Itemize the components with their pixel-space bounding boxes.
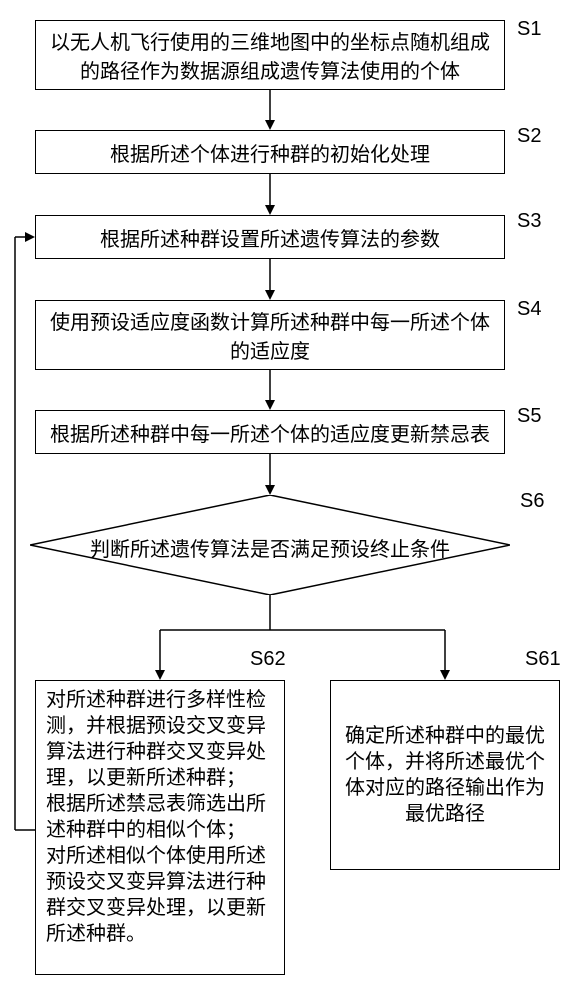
step-s5: 根据所述种群中每一所述个体的适应度更新禁忌表 <box>35 410 505 454</box>
step-s4: 使用预设适应度函数计算所述种群中每一所述个体的适应度 <box>35 300 505 370</box>
step-s3: 根据所述种群设置所述遗传算法的参数 <box>35 215 505 259</box>
label-s5: S5 <box>517 405 541 428</box>
arrow-s5-s6 <box>270 454 271 495</box>
step-s62: 对所述种群进行多样性检测，并根据预设交叉变异算法进行种群交叉变异处理，以更新所述… <box>35 680 285 975</box>
step-s3-text: 根据所述种群设置所述遗传算法的参数 <box>100 223 440 252</box>
step-s4-text: 使用预设适应度函数计算所述种群中每一所述个体的适应度 <box>46 306 494 364</box>
step-s5-text: 根据所述种群中每一所述个体的适应度更新禁忌表 <box>50 418 490 447</box>
label-s62: S62 <box>250 648 286 671</box>
step-s2: 根据所述个体进行种群的初始化处理 <box>35 130 505 174</box>
step-s1-text: 以无人机飞行使用的三维地图中的坐标点随机组成的路径作为数据源组成遗传算法使用的个… <box>46 26 494 84</box>
arrow-s3-s4 <box>270 259 271 300</box>
arrow-s6-split <box>0 595 584 685</box>
arrow-s4-s5 <box>270 370 271 410</box>
label-s3: S3 <box>517 210 541 233</box>
step-s61: 确定所述种群中的最优个体，并将所述最优个体对应的路径输出作为最优路径 <box>330 680 560 870</box>
step-s61-text: 确定所述种群中的最优个体，并将所述最优个体对应的路径输出作为最优路径 <box>341 723 549 827</box>
label-s1: S1 <box>517 18 541 41</box>
step-s62-text: 对所述种群进行多样性检测，并根据预设交叉变异算法进行种群交叉变异处理，以更新所述… <box>46 687 274 947</box>
label-s61: S61 <box>525 648 561 671</box>
label-s6: S6 <box>520 490 544 513</box>
decision-s6: 判断所述遗传算法是否满足预设终止条件 <box>30 495 510 595</box>
label-s4: S4 <box>517 298 541 321</box>
arrow-s2-s3 <box>270 174 271 215</box>
arrow-s1-s2 <box>270 90 271 130</box>
decision-s6-text: 判断所述遗传算法是否满足预设终止条件 <box>30 533 510 562</box>
step-s2-text: 根据所述个体进行种群的初始化处理 <box>110 138 430 167</box>
label-s2: S2 <box>517 125 541 148</box>
step-s1: 以无人机飞行使用的三维地图中的坐标点随机组成的路径作为数据源组成遗传算法使用的个… <box>35 20 505 90</box>
